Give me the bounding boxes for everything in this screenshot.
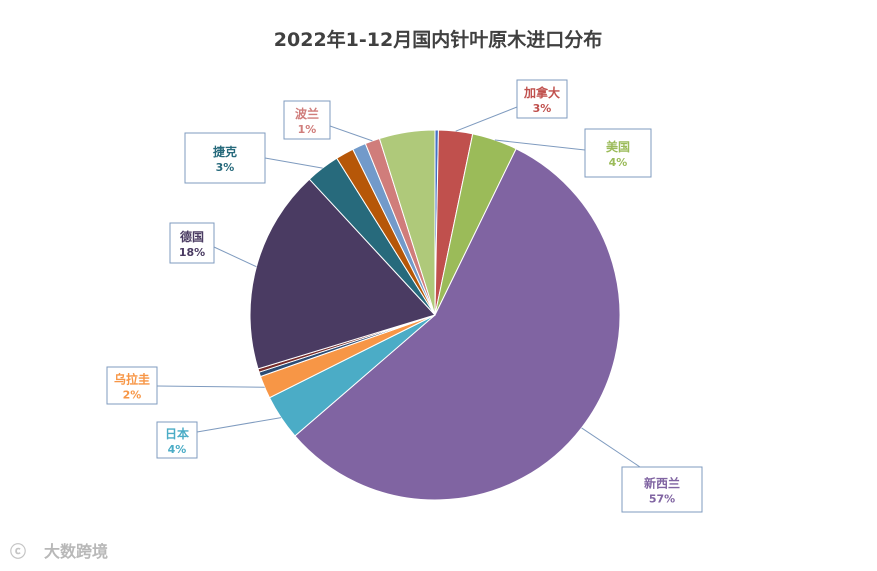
callout-box — [106, 366, 158, 405]
callout-percent: 3% — [216, 161, 235, 174]
callout-leader-line — [156, 385, 265, 388]
pie-slice-3 — [294, 148, 621, 501]
callout-label: 波兰 — [295, 106, 319, 121]
callout-box — [621, 466, 703, 513]
callout-label: 新西兰 — [644, 476, 680, 491]
callout-box — [283, 100, 331, 140]
callout-3: 新西兰 57% — [621, 466, 703, 513]
watermark: ⓒ 大数跨境 — [10, 542, 108, 561]
callout-percent: 57% — [649, 493, 675, 506]
callout-label: 加拿大 — [523, 85, 560, 100]
pie-slice-8 — [249, 178, 436, 370]
watermark-logo-icon: ⓒ — [10, 542, 26, 561]
callout-label: 德国 — [180, 229, 204, 244]
callout-leader-line — [196, 417, 282, 433]
callout-percent: 4% — [609, 156, 628, 169]
callout-box — [156, 421, 198, 459]
callout-box — [169, 222, 215, 264]
callout-label: 乌拉圭 — [114, 372, 150, 387]
callout-box — [184, 132, 266, 184]
callout-leader-line — [264, 157, 323, 169]
callout-1: 加拿大 3% — [516, 79, 568, 119]
callout-percent: 4% — [168, 443, 187, 456]
callout-leader-line — [329, 125, 373, 142]
callout-8: 德国 18% — [169, 222, 215, 264]
callout-leader-line — [494, 139, 586, 151]
callout-label: 捷克 — [213, 144, 237, 159]
pie-slice-unlabeled-13 — [378, 129, 436, 316]
callout-label: 美国 — [606, 139, 630, 154]
callout-percent: 2% — [123, 389, 142, 402]
callouts: 加拿大 3% 美国 4% 新西兰 57% 日本 4% 乌拉圭 2% 德国 18% 捷克 3% 波兰 1% — [106, 79, 703, 513]
callout-9: 捷克 3% — [184, 132, 266, 184]
chart-title: 2022年1-12月国内针叶原木进口分布 — [274, 28, 602, 51]
callout-leader-line — [213, 246, 257, 268]
callout-percent: 3% — [533, 102, 552, 115]
callout-leader-line — [581, 427, 641, 468]
callout-percent: 1% — [298, 123, 317, 136]
callout-box — [516, 79, 568, 119]
callout-box — [584, 128, 652, 178]
pie-slices — [249, 129, 621, 501]
callout-12: 波兰 1% — [283, 100, 331, 140]
callout-label: 日本 — [165, 426, 189, 441]
callout-leaders — [156, 106, 641, 468]
callout-2: 美国 4% — [584, 128, 652, 178]
callout-5: 乌拉圭 2% — [106, 366, 158, 405]
callout-leader-line — [455, 106, 518, 132]
callout-percent: 18% — [179, 246, 205, 259]
callout-4: 日本 4% — [156, 421, 198, 459]
watermark-text: 大数跨境 — [44, 542, 108, 561]
